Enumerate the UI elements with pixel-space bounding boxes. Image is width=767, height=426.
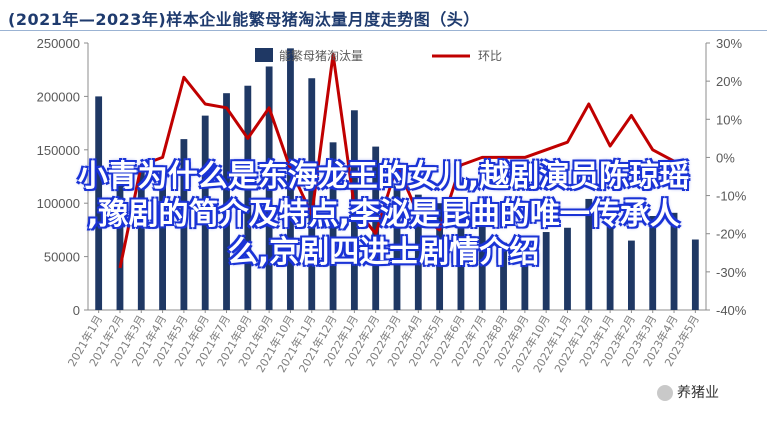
bar [542, 232, 550, 310]
right-axis-tick-label: 10% [716, 112, 742, 127]
bar [393, 183, 401, 310]
bar [95, 96, 103, 311]
bar [265, 66, 273, 310]
chart-title: (2021年—2023年)样本企业能繁母猪淘汰量月度走势图（头） [8, 10, 480, 29]
legend-swatch-bar [255, 48, 273, 62]
bar [244, 85, 252, 310]
right-axis-tick-label: 30% [716, 36, 742, 51]
left-axis-tick-label: 200000 [37, 89, 80, 104]
overlay-caption-line-3: 么,京剧四进士剧情介绍 [227, 235, 540, 270]
left-axis-tick-label: 100000 [37, 196, 80, 211]
bar [564, 227, 571, 310]
bar [457, 216, 465, 310]
right-axis-tick-label: -10% [716, 189, 747, 204]
bar [585, 198, 593, 310]
bar [287, 48, 294, 311]
bar [436, 203, 444, 310]
bar [670, 212, 678, 310]
watermark: 养猪业 [657, 382, 719, 402]
overlay-caption-line-2: ,豫剧的简介及特点,李泌是昆曲的唯一传承人 [87, 197, 680, 232]
right-axis-tick-label: -20% [716, 227, 747, 242]
bar [691, 239, 699, 310]
bar [606, 205, 614, 310]
right-axis-tick-label: 0% [716, 150, 735, 165]
bar [649, 216, 657, 310]
bar [478, 217, 486, 310]
overlay-caption-line-1: 小青为什么是东海龙王的女儿,越剧演员陈琼瑶 [77, 159, 690, 194]
watermark-logo-icon [657, 385, 673, 401]
bar [137, 165, 145, 310]
legend-label-bar: 能繁母猪淘汰量 [279, 48, 363, 63]
bar [201, 115, 209, 311]
left-axis-tick-label: 50000 [44, 250, 80, 265]
bar [500, 242, 507, 310]
bar [329, 142, 337, 310]
bar [180, 139, 188, 310]
line-series-mom [118, 52, 675, 269]
bar [414, 194, 422, 310]
bar [350, 110, 358, 310]
bar [628, 240, 635, 310]
right-axis-tick-label: -30% [716, 265, 747, 280]
bar [159, 165, 166, 310]
chart-title-bar: (2021年—2023年)样本企业能繁母猪淘汰量月度走势图（头） [0, 0, 767, 31]
left-axis-tick-label: 150000 [37, 143, 80, 158]
watermark-text: 养猪业 [677, 385, 719, 401]
right-axis-tick-label: 20% [716, 74, 742, 89]
left-axis-tick-label: 0 [73, 303, 80, 318]
right-axis-tick-label: -40% [716, 303, 747, 318]
bar [223, 93, 230, 310]
left-axis-tick-label: 250000 [37, 36, 80, 51]
bar [372, 146, 380, 310]
bar [116, 160, 124, 310]
bar [521, 248, 529, 310]
bar [308, 78, 316, 310]
legend-label-line: 环比 [478, 49, 502, 63]
